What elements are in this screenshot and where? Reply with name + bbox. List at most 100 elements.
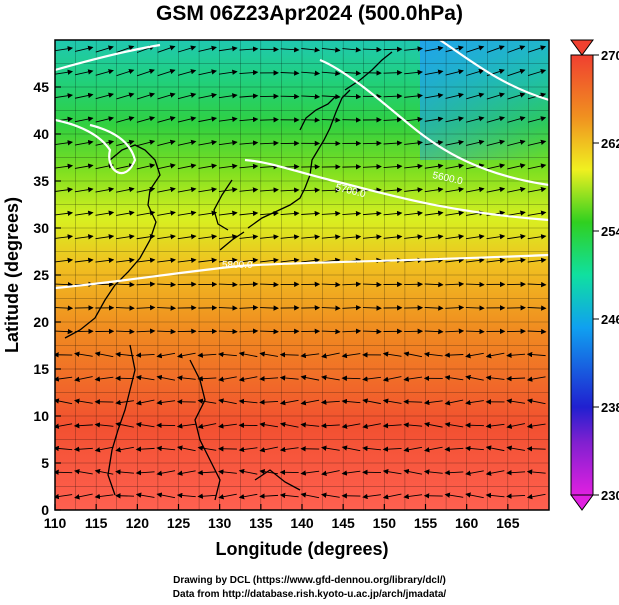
wind-arrow xyxy=(74,116,94,123)
wind-arrow xyxy=(423,351,443,358)
wind-arrow xyxy=(177,139,197,146)
wind-arrow xyxy=(239,116,259,123)
wind-arrow xyxy=(424,446,443,453)
wind-arrow xyxy=(300,422,320,428)
wind-arrow xyxy=(465,374,484,381)
wind-arrow xyxy=(74,257,94,264)
wind-arrow xyxy=(404,93,423,99)
y-tick-label: 30 xyxy=(33,220,49,236)
wind-arrow xyxy=(383,93,403,99)
wind-arrow xyxy=(424,281,444,288)
wind-arrow xyxy=(486,186,506,193)
wind-arrow xyxy=(177,445,196,452)
wind-arrow xyxy=(135,375,155,381)
contour-5500 xyxy=(439,40,549,102)
wind-arrow xyxy=(239,69,259,76)
wind-arrow xyxy=(445,257,465,264)
x-tick-label: 135 xyxy=(249,515,273,531)
wind-arrow xyxy=(135,399,155,406)
wind-arrow xyxy=(177,210,197,216)
wind-arrow xyxy=(116,163,135,170)
wind-arrow xyxy=(74,210,94,216)
wind-arrow xyxy=(115,399,134,406)
wind-arrow xyxy=(465,492,484,499)
wind-arrow xyxy=(445,328,465,334)
wind-arrow xyxy=(55,493,73,500)
wind-arrow xyxy=(445,186,465,193)
wind-arrow xyxy=(238,376,258,382)
wind-arrow xyxy=(424,210,444,216)
wind-arrow xyxy=(95,45,114,53)
wind-arrow xyxy=(485,352,505,359)
wind-arrow xyxy=(486,68,505,77)
wind-arrow xyxy=(321,470,340,476)
wind-arrow xyxy=(239,304,259,311)
colorbar-tick-label: 246 xyxy=(601,312,619,327)
wind-arrow xyxy=(136,68,155,77)
wind-arrow xyxy=(465,186,485,193)
wind-arrow xyxy=(95,210,115,216)
wind-arrow xyxy=(444,421,464,428)
wind-arrow xyxy=(342,70,362,76)
wind-arrow xyxy=(260,328,279,335)
wind-arrow xyxy=(362,445,381,452)
wind-arrow xyxy=(218,351,237,358)
wind-arrow xyxy=(342,93,362,100)
wind-arrow xyxy=(198,234,218,240)
wind-arrow xyxy=(341,470,361,476)
contour-5600 xyxy=(319,58,549,187)
wind-arrow xyxy=(73,422,93,429)
wind-arrow xyxy=(95,257,115,264)
wind-arrow xyxy=(341,352,361,359)
wind-arrow xyxy=(321,210,341,217)
wind-arrow xyxy=(444,375,464,381)
wind-arrow xyxy=(218,46,238,52)
contour-5700 xyxy=(244,158,549,222)
wind-arrow xyxy=(197,423,217,429)
wind-arrow xyxy=(527,116,547,123)
wind-arrow xyxy=(362,234,382,240)
wind-arrow xyxy=(382,493,402,500)
wind-arrow xyxy=(198,69,217,76)
wind-arrow xyxy=(321,93,341,100)
wind-arrow xyxy=(156,492,176,499)
wind-arrow xyxy=(526,398,546,405)
wind-arrow xyxy=(527,163,547,170)
wind-arrow xyxy=(259,422,279,428)
x-tick-label: 160 xyxy=(455,515,479,531)
wind-arrow xyxy=(74,69,94,76)
wind-arrow xyxy=(403,446,423,453)
wind-arrow xyxy=(486,257,506,264)
wind-arrow xyxy=(239,328,259,334)
wind-arrow xyxy=(507,163,526,170)
wind-arrow xyxy=(218,234,238,240)
wind-arrow xyxy=(527,68,547,76)
wind-arrow xyxy=(424,45,444,52)
wind-arrow xyxy=(74,376,93,382)
wind-arrow xyxy=(55,469,73,475)
wind-arrow xyxy=(506,398,526,404)
wind-arrow xyxy=(403,468,423,475)
wind-arrow xyxy=(424,92,444,99)
wind-arrow xyxy=(404,187,423,193)
wind-arrow xyxy=(95,92,114,100)
wind-arrow xyxy=(260,234,279,240)
wind-arrow xyxy=(362,376,381,382)
y-tick-label: 40 xyxy=(33,126,49,142)
wind-arrow xyxy=(486,45,505,53)
wind-arrow xyxy=(279,352,299,358)
wind-arrow xyxy=(444,352,464,358)
wind-arrow xyxy=(176,375,196,381)
wind-arrow xyxy=(55,93,74,99)
wind-arrow xyxy=(321,187,341,193)
wind-arrow xyxy=(197,493,217,499)
y-tick-label: 25 xyxy=(33,267,49,283)
wind-arrow xyxy=(486,163,506,170)
wind-arrow xyxy=(115,421,134,428)
wind-arrow xyxy=(238,398,258,405)
wind-arrow xyxy=(55,140,74,146)
wind-arrow xyxy=(259,493,279,499)
wind-arrow xyxy=(55,281,74,288)
wind-arrow xyxy=(486,139,506,147)
wind-arrow xyxy=(466,45,485,53)
